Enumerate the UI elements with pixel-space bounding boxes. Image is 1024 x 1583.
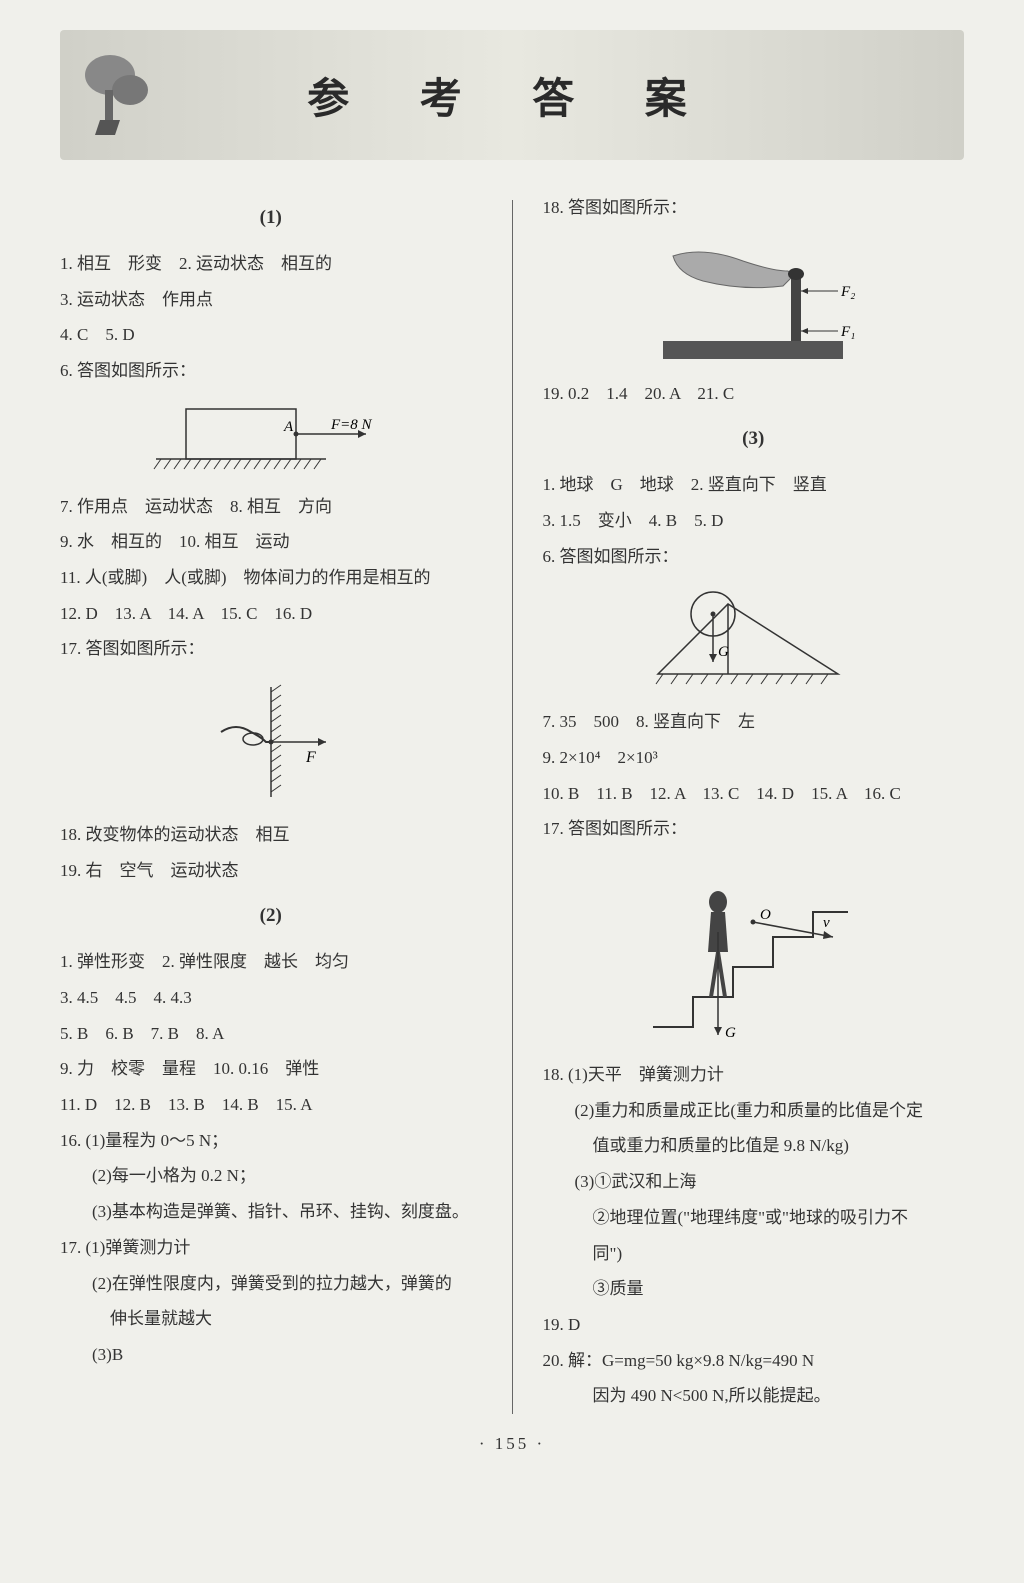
column-right: 18. 答图如图所示： F₂ F₁ 19. 0.2 1.4 20. A 21. … <box>533 190 965 1414</box>
answer-line: 18. 答图如图所示： <box>543 190 965 226</box>
page-number: · 155 · <box>60 1414 964 1454</box>
label-v: v <box>823 915 830 931</box>
answer-line: 10. B 11. B 12. A 13. C 14. D 15. A 16. … <box>543 776 965 812</box>
column-left: (1) 1. 相互 形变 2. 运动状态 相互的 3. 运动状态 作用点 4. … <box>60 190 492 1414</box>
answer-line: 6. 答图如图所示： <box>543 539 965 575</box>
answer-line: 16. (1)量程为 0～5 N； <box>60 1123 482 1159</box>
header-banner: 参 考 答 案 <box>60 30 964 160</box>
answer-line: (3)基本构造是弹簧、指针、吊环、挂钩、刻度盘。 <box>60 1194 482 1230</box>
answer-line: 17. 答图如图所示： <box>543 811 965 847</box>
answer-line: 17. 答图如图所示： <box>60 631 482 667</box>
answer-line: 12. D 13. A 14. A 15. C 16. D <box>60 596 482 632</box>
answer-line: 6. 答图如图所示： <box>60 353 482 389</box>
header-decoration-left <box>80 50 160 140</box>
answer-line: 19. D <box>543 1307 965 1343</box>
answer-line: 3. 1.5 变小 4. B 5. D <box>543 503 965 539</box>
label-F: F=8 N <box>330 417 373 433</box>
answer-line: ③质量 <box>543 1271 965 1307</box>
label-F2: F₂ <box>840 284 855 300</box>
answer-line: 11. D 12. B 13. B 14. B 15. A <box>60 1087 482 1123</box>
content-columns: (1) 1. 相互 形变 2. 运动状态 相互的 3. 运动状态 作用点 4. … <box>60 190 964 1414</box>
label-F1: F₁ <box>840 324 855 340</box>
answer-line: 1. 弹性形变 2. 弹性限度 越长 均匀 <box>60 944 482 980</box>
label-G: G <box>718 644 729 660</box>
answer-line: 1. 相互 形变 2. 运动状态 相互的 <box>60 246 482 282</box>
answer-line: ②地理位置("地理纬度"或"地球的吸引力不 <box>543 1200 965 1236</box>
diagram-incline: G <box>543 574 965 704</box>
section-3-title: (3) <box>543 411 965 467</box>
section-1-title: (1) <box>60 190 482 246</box>
answer-line: 3. 4.5 4.5 4. 4.3 <box>60 980 482 1016</box>
answer-line: 7. 35 500 8. 竖直向下 左 <box>543 704 965 740</box>
answer-line: 3. 运动状态 作用点 <box>60 282 482 318</box>
answer-line: (2)每一小格为 0.2 N； <box>60 1158 482 1194</box>
diagram-2: F <box>60 667 482 817</box>
answer-line: 同") <box>543 1236 965 1272</box>
page-title: 参 考 答 案 <box>307 65 717 126</box>
answer-line: 17. (1)弹簧测力计 <box>60 1230 482 1266</box>
answer-line: (2)重力和质量成正比(重力和质量的比值是个定 <box>543 1093 965 1129</box>
answer-line: 19. 0.2 1.4 20. A 21. C <box>543 376 965 412</box>
section-2-title: (2) <box>60 888 482 944</box>
label-F: F <box>305 749 316 766</box>
answer-line: 18. (1)天平 弹簧测力计 <box>543 1057 965 1093</box>
answer-line: (3)①武汉和上海 <box>543 1164 965 1200</box>
label-A: A <box>283 419 294 435</box>
answer-line: 18. 改变物体的运动状态 相互 <box>60 817 482 853</box>
answer-line: (2)在弹性限度内，弹簧受到的拉力越大，弹簧的 <box>60 1266 482 1302</box>
label-G: G <box>725 1025 736 1041</box>
answer-line: 1. 地球 G 地球 2. 竖直向下 竖直 <box>543 467 965 503</box>
answer-line: 9. 力 校零 量程 10. 0.16 弹性 <box>60 1051 482 1087</box>
answer-line: 5. B 6. B 7. B 8. A <box>60 1016 482 1052</box>
answer-line: 伸长量就越大 <box>60 1301 482 1337</box>
column-divider <box>512 200 513 1414</box>
answer-line: 7. 作用点 运动状态 8. 相互 方向 <box>60 489 482 525</box>
diagram-stairs: O v G <box>543 847 965 1057</box>
answer-line: 11. 人(或脚) 人(或脚) 物体间力的作用是相互的 <box>60 560 482 596</box>
label-O: O <box>760 907 771 923</box>
diagram-1: A F=8 N <box>60 389 482 489</box>
diagram-hand: F₂ F₁ <box>543 226 965 376</box>
answer-line: 值或重力和质量的比值是 9.8 N/kg) <box>543 1128 965 1164</box>
answer-line: (3)B <box>60 1337 482 1373</box>
answer-line: 20. 解：G=mg=50 kg×9.8 N/kg=490 N <box>543 1343 965 1379</box>
answer-line: 19. 右 空气 运动状态 <box>60 853 482 889</box>
answer-line: 4. C 5. D <box>60 317 482 353</box>
answer-line: 因为 490 N<500 N,所以能提起。 <box>543 1378 965 1414</box>
answer-line: 9. 2×10⁴ 2×10³ <box>543 740 965 776</box>
answer-line: 9. 水 相互的 10. 相互 运动 <box>60 524 482 560</box>
